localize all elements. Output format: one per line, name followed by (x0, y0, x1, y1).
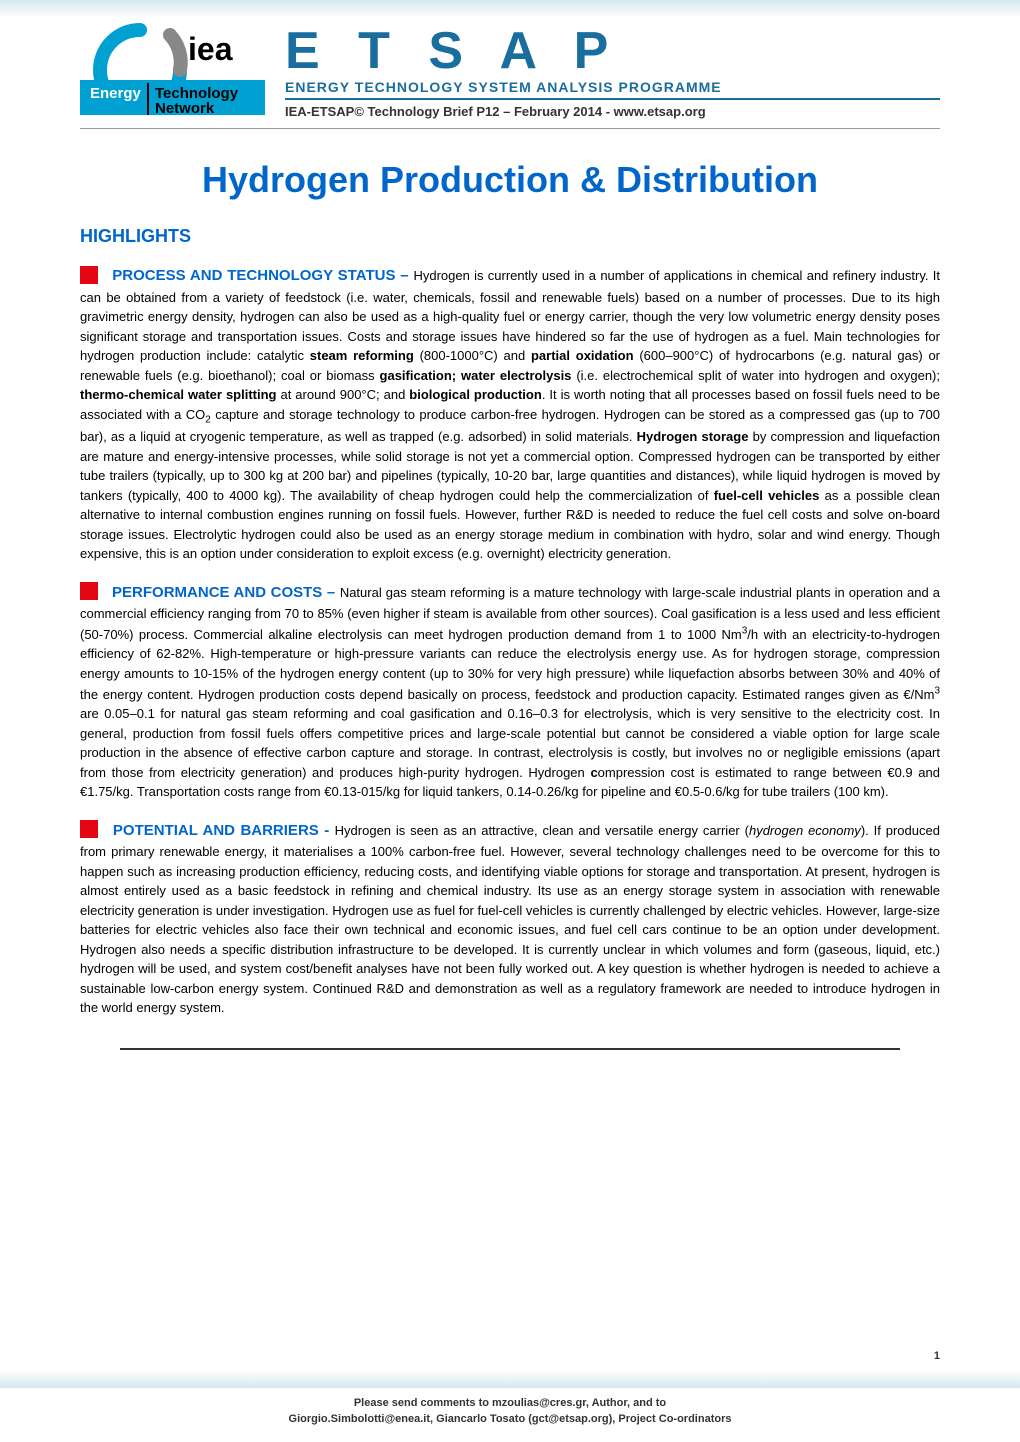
header-text-block: E T S A P ENERGY TECHNOLOGY SYSTEM ANALY… (285, 20, 940, 119)
section-performance-lead: PERFORMANCE AND COSTS – (112, 584, 340, 601)
section-potential: POTENTIAL AND BARRIERS - Hydrogen is see… (80, 820, 940, 1018)
section-performance-body: Natural gas steam reforming is a mature … (80, 585, 940, 800)
red-square-icon (80, 582, 98, 600)
programme-name: ENERGY TECHNOLOGY SYSTEM ANALYSIS PROGRA… (285, 79, 940, 95)
highlights-heading: HIGHLIGHTS (80, 226, 940, 247)
svg-text:Energy: Energy (90, 85, 142, 102)
page-footer: Please send comments to mzoulias@cres.gr… (0, 1370, 1020, 1442)
section-process-lead: PROCESS AND TECHNOLOGY STATUS – (112, 267, 413, 284)
section-performance: PERFORMANCE AND COSTS – Natural gas stea… (80, 582, 940, 802)
footer-line1: Please send comments to mzoulias@cres.gr… (0, 1396, 1020, 1411)
section-potential-lead: POTENTIAL AND BARRIERS - (113, 822, 335, 839)
bottom-rule (120, 1048, 900, 1050)
document-page: iea Energy Technology Network E T S A P … (0, 0, 1020, 1442)
section-process-body: Hydrogen is currently used in a number o… (80, 268, 940, 561)
logo-container: iea Energy Technology Network (80, 20, 265, 120)
document-title: Hydrogen Production & Distribution (80, 159, 940, 201)
header-rule (80, 128, 940, 129)
page-header: iea Energy Technology Network E T S A P … (80, 20, 940, 120)
footer-gradient (0, 1370, 1020, 1388)
etsap-acronym: E T S A P (285, 25, 940, 77)
etsap-logo-icon: iea Energy Technology Network (80, 20, 265, 115)
red-square-icon (80, 820, 98, 838)
brief-reference: IEA-ETSAP© Technology Brief P12 – Februa… (285, 104, 940, 119)
section-potential-body: Hydrogen is seen as an attractive, clean… (80, 823, 940, 1016)
footer-line2: Giorgio.Simbolotti@enea.it, Giancarlo To… (0, 1412, 1020, 1427)
header-divider (285, 98, 940, 100)
red-square-icon (80, 266, 98, 284)
section-process: PROCESS AND TECHNOLOGY STATUS – Hydrogen… (80, 265, 940, 564)
svg-text:Network: Network (155, 100, 215, 115)
page-number: 1 (934, 1350, 940, 1362)
brief-prefix: IEA-ETSAP© Technology Brief P12 – Februa… (285, 104, 614, 119)
brief-url[interactable]: www.etsap.org (614, 104, 706, 119)
svg-text:iea: iea (188, 31, 233, 67)
